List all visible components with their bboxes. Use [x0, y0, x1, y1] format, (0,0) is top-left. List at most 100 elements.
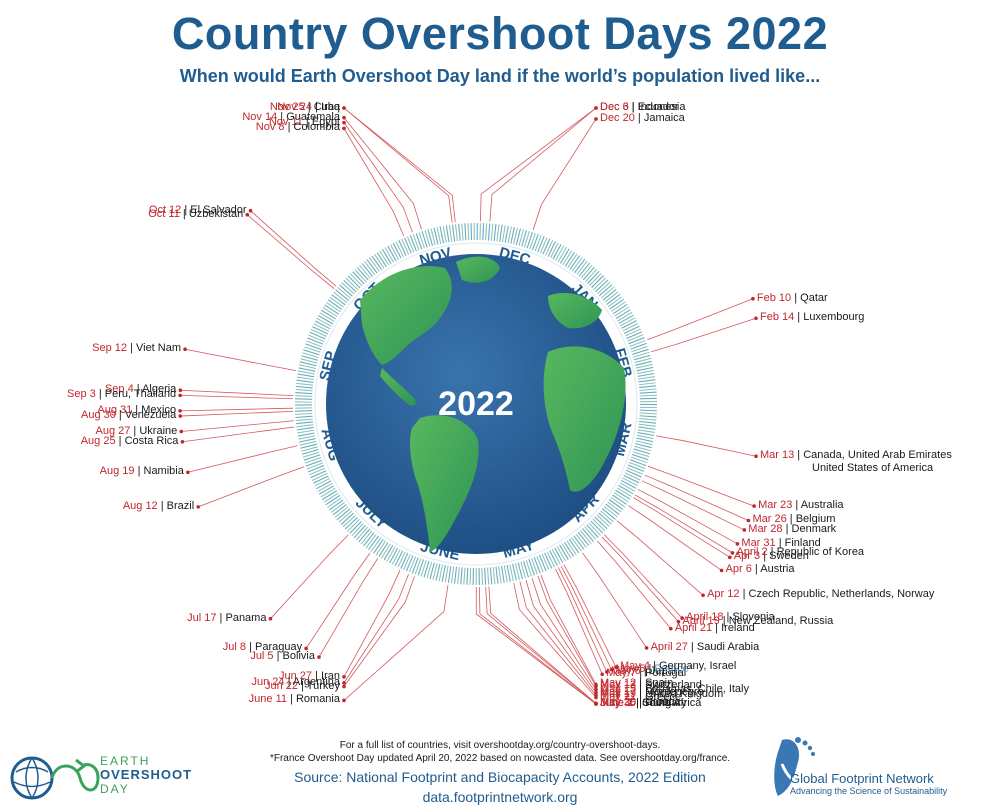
- day-ticks-ring: [294, 223, 658, 586]
- leader-line: [178, 393, 294, 400]
- overshoot-date: Jun 27: [279, 669, 313, 682]
- country-label: June 1 | South Africa: [600, 696, 702, 709]
- country-label: Jul 5 | Bolivia: [250, 650, 315, 663]
- country-name: Canada, United Arab Emirates: [803, 449, 952, 462]
- country-label: April 19 | New Zealand, Russia: [682, 614, 834, 627]
- country-label: Dec 20 | Jamaica: [600, 111, 685, 124]
- leader-line: [268, 534, 349, 621]
- country-name: Argentina: [292, 675, 340, 688]
- country-name: Indonesia: [637, 101, 686, 113]
- country-label: May 21 | Greece: [600, 690, 682, 703]
- leader-line: [342, 120, 413, 233]
- leader-line: [196, 466, 305, 509]
- overshoot-date: Jun 24: [251, 675, 285, 688]
- leader-line: [637, 488, 740, 546]
- leader-line: [633, 497, 732, 560]
- leader-lines: [178, 106, 758, 706]
- overshoot-date: Sep 12: [92, 342, 127, 355]
- country-name: Uzbekistan: [188, 207, 244, 220]
- country-name: Spain: [645, 677, 674, 690]
- leader-line: [488, 586, 598, 706]
- country-label: Apr 12 | Czech Republic, Netherlands, No…: [707, 588, 935, 601]
- country-label: Nov 11 | Egypt: [268, 115, 340, 128]
- gfn-name: Global Footprint Network: [790, 771, 934, 786]
- leader-line: [342, 106, 456, 223]
- leader-line: [183, 347, 297, 371]
- leader-line: [519, 581, 598, 698]
- country-name: Czech Republic, Netherlands, Norway: [748, 588, 935, 601]
- country-name: Greece: [645, 690, 682, 703]
- overshoot-date: May 19: [600, 688, 637, 701]
- leader-line: [644, 474, 751, 523]
- overshoot-date: Aug 27: [95, 424, 131, 437]
- country-name: United Kingdom: [645, 688, 724, 701]
- overshoot-date: Nov 8: [255, 121, 285, 134]
- leader-line: [342, 576, 415, 689]
- country-name: Paraguay: [255, 641, 303, 654]
- country-label: May 29 | Croatia: [600, 696, 681, 709]
- center-year-label: 2022: [438, 385, 514, 423]
- overshoot-date: Mar 28: [748, 522, 783, 535]
- earth-overshoot-day-wordmark: EARTH OVERSHOOT DAY: [100, 754, 193, 796]
- footnote-france: *France Overshoot Day updated April 20, …: [269, 753, 731, 764]
- country-name: Japan: [649, 664, 680, 677]
- country-label: May 7 | Portugal: [606, 667, 687, 680]
- country-label: April 18 | Slovenia: [686, 611, 775, 624]
- leader-line: [342, 106, 453, 223]
- country-label: Mar 26 | Belgium: [752, 513, 836, 526]
- country-label: April 2 | Republic of Korea: [736, 545, 865, 558]
- source-line: Source: National Footprint and Biocapaci…: [294, 769, 706, 785]
- country-label: Jul 17 | Panama: [187, 611, 267, 624]
- leader-line: [480, 106, 598, 222]
- country-label: Mar 28 | Denmark: [748, 522, 837, 535]
- country-name: Iran: [321, 669, 340, 682]
- country-name-cont: United States of America: [812, 462, 934, 475]
- leader-line: [628, 505, 724, 573]
- leader-line: [342, 570, 401, 679]
- overshoot-date: Sep 4: [104, 383, 134, 396]
- country-label: Mar 13 | Canada, United Arab Emirates Uni…: [760, 449, 952, 475]
- overshoot-date: Apr 3: [733, 550, 761, 563]
- country-name: Hungary: [645, 696, 687, 709]
- leader-line: [489, 106, 598, 222]
- country-label: June 11 | Romania: [248, 693, 340, 706]
- country-label: April 21 | Ireland: [674, 621, 755, 634]
- overshoot-date: Oct 11: [148, 207, 180, 220]
- gfn-tagline: Advancing the Science of Sustainability: [790, 786, 948, 796]
- overshoot-date: Aug 30: [80, 409, 116, 422]
- overshoot-date: May 4: [619, 660, 650, 673]
- leader-line: [582, 552, 649, 650]
- country-name: Qatar: [800, 291, 828, 304]
- overshoot-date: Nov 11: [268, 115, 303, 128]
- leader-line: [656, 435, 758, 459]
- country-name: Germany, Israel: [658, 660, 737, 673]
- overshoot-date: Mar 26: [752, 513, 787, 526]
- country-name: Australia: [800, 499, 844, 512]
- leader-line: [647, 465, 756, 508]
- country-label: Apr 3 | Sweden: [733, 550, 809, 563]
- leader-line: [531, 578, 598, 692]
- overshoot-date: May 5: [615, 662, 646, 675]
- country-label: May 30 | Hungary: [600, 696, 687, 709]
- country-name: Republic of Korea: [776, 545, 865, 558]
- country-label: Sep 4 | Algeria: [104, 383, 177, 396]
- leader-line: [596, 540, 673, 631]
- country-label: May 12 | Spain: [600, 677, 674, 690]
- overshoot-date: Nov 25: [269, 101, 305, 113]
- country-label: May 17 | Montenegro: [600, 685, 704, 698]
- country-name: Denmark: [791, 522, 837, 535]
- leader-line: [342, 584, 449, 703]
- country-name: Ireland: [721, 621, 755, 634]
- country-name: Panama: [225, 611, 267, 624]
- overshoot-date: Dec 6: [600, 101, 629, 113]
- leader-line: [178, 407, 294, 413]
- country-label: Feb 10 | Qatar: [756, 291, 828, 304]
- globe: 2022: [326, 254, 626, 554]
- country-name: Romania: [295, 693, 340, 706]
- country-name: Venezuela: [124, 409, 177, 422]
- leader-line: [178, 410, 294, 418]
- overshoot-date: Apr 6: [725, 563, 752, 576]
- country-label: Aug 31 | Mexico: [97, 403, 177, 416]
- country-label: Mar 31 | Finland: [741, 536, 821, 549]
- country-label: Sep 3 | Peru, Thailand: [67, 388, 177, 401]
